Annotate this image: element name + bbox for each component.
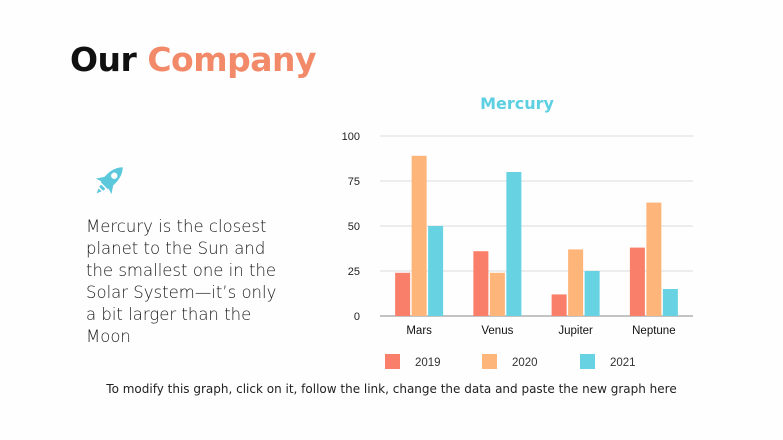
bar-jupiter-2020 [568,249,584,316]
y-tick-label: 75 [348,176,360,188]
legend-swatch-2019 [385,354,400,369]
x-tick-label: Neptune [632,325,675,337]
title-part-1: Our [70,40,137,79]
bar-venus-2020 [489,272,505,316]
bar-chart: Mercury 0 25 50 75 100 Mars Venus Jupiter Neptune… [342,94,693,369]
rocket-icon [90,160,130,200]
legend-label: 2021 [610,357,636,369]
bar-neptune-2020 [646,202,662,316]
bar-venus-2021 [506,172,522,316]
x-tick-label: Jupiter [558,325,593,337]
bar-neptune-2019 [629,247,645,316]
legend-swatch-2020 [482,354,497,369]
bar-jupiter-2019 [551,294,567,316]
bar-mars-2020 [411,155,427,316]
footer-note: To modify this graph, click on it, follo… [106,382,677,396]
page-title: Our Company [70,40,316,79]
title-part-2: Company [147,40,316,79]
chart-title: Mercury [480,94,554,113]
y-tick-label: 100 [342,131,360,143]
y-tick-label: 50 [348,221,360,233]
legend-label: 2020 [512,357,538,369]
bar-mars-2021 [428,226,444,316]
bar-neptune-2021 [662,289,678,316]
description-text: Mercury is the closest planet to the Sun… [86,217,277,346]
legend-label: 2019 [415,357,441,369]
bar-venus-2019 [473,251,489,316]
x-tick-label: Mars [406,325,432,337]
y-tick-label: 25 [348,266,360,278]
bar-mars-2019 [395,272,411,316]
bar-jupiter-2021 [584,271,600,316]
legend-swatch-2021 [580,354,595,369]
x-tick-label: Venus [481,325,513,337]
y-tick-label: 0 [354,311,360,323]
